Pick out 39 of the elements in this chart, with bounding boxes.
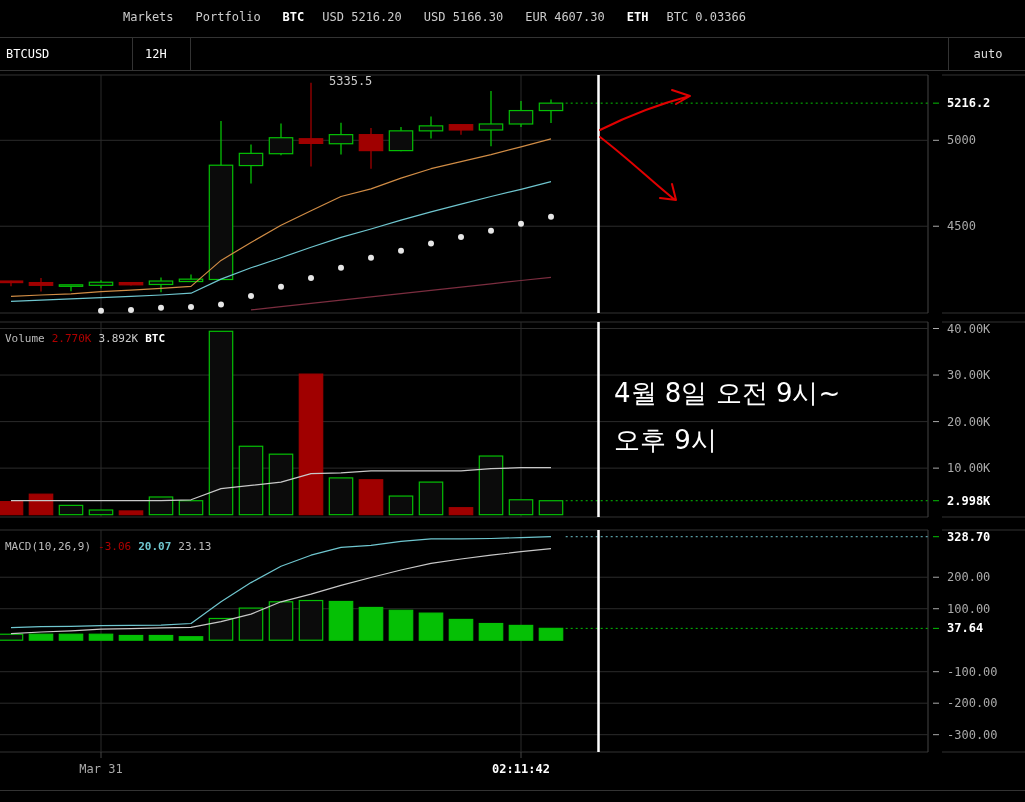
text: auto <box>973 47 1003 61</box>
text: Markets <box>123 10 174 24</box>
y-tick-label: 40.00K <box>947 321 992 336</box>
x-tick-label: 02:11:42 <box>492 762 550 776</box>
y-tick-label: -200.00 <box>947 696 998 711</box>
annotation: 3.892K <box>98 332 139 345</box>
y-tick-label: 20.00K <box>947 414 992 429</box>
y-tick-label: 2.998K <box>947 493 992 508</box>
y-tick-label: 5000 <box>947 133 976 148</box>
text: USD 5166.30 <box>423 10 504 24</box>
y-tick-label: 30.00K <box>947 368 992 383</box>
text: BTC <box>282 10 305 24</box>
annotation: -3.06 <box>98 540 132 553</box>
text: 12H <box>145 47 167 61</box>
y-tick-label: 4500 <box>947 219 976 234</box>
y-tick-label: 10.00K <box>947 461 992 476</box>
text: BTCUSD <box>6 47 50 61</box>
annotation: 4월 8일 오전 9시~ <box>614 378 841 408</box>
text: USD 5216.20 <box>322 10 402 24</box>
annotation: 2.770K <box>51 332 92 345</box>
y-tick-label: -300.00 <box>947 727 998 742</box>
annotation: MACD(10,26,9) <box>5 540 92 553</box>
y-tick-label: 328.70 <box>947 529 991 544</box>
text: ETH <box>626 10 649 24</box>
y-tick-label: 37.64 <box>947 621 984 636</box>
y-tick-label: 100.00 <box>947 601 991 616</box>
x-tick-label: Mar 31 <box>79 762 123 776</box>
annotation: Volume <box>5 332 45 345</box>
y-tick-label: 5216.2 <box>947 96 991 111</box>
text: EUR 4607.30 <box>525 10 605 24</box>
y-tick-label: 200.00 <box>947 570 991 585</box>
y-tick-label: -100.00 <box>947 664 998 679</box>
annotation: 23.13 <box>178 540 212 553</box>
annotation: BTC <box>145 332 166 345</box>
annotation: 5335.5 <box>329 73 373 88</box>
text: BTC 0.03366 <box>666 10 746 24</box>
annotation: 20.07 <box>138 540 172 553</box>
annotation: 오후 9시 <box>614 425 717 455</box>
text: Portfolio <box>195 10 261 24</box>
